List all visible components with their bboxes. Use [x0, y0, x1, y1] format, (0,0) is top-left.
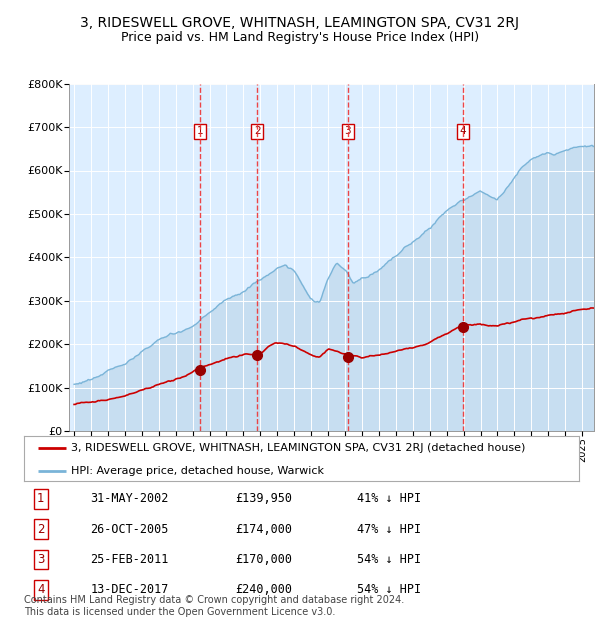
Text: £240,000: £240,000 — [235, 583, 292, 596]
Text: 47% ↓ HPI: 47% ↓ HPI — [357, 523, 421, 536]
Text: 3, RIDESWELL GROVE, WHITNASH, LEAMINGTON SPA, CV31 2RJ (detached house): 3, RIDESWELL GROVE, WHITNASH, LEAMINGTON… — [71, 443, 526, 453]
Text: 3: 3 — [344, 126, 351, 136]
Text: 13-DEC-2017: 13-DEC-2017 — [91, 583, 169, 596]
Text: 25-FEB-2011: 25-FEB-2011 — [91, 553, 169, 566]
Text: 54% ↓ HPI: 54% ↓ HPI — [357, 553, 421, 566]
Text: 2: 2 — [37, 523, 44, 536]
Text: 26-OCT-2005: 26-OCT-2005 — [91, 523, 169, 536]
Text: £170,000: £170,000 — [235, 553, 292, 566]
Text: 31-MAY-2002: 31-MAY-2002 — [91, 492, 169, 505]
Text: 4: 4 — [37, 583, 44, 596]
Text: 2: 2 — [254, 126, 260, 136]
Text: 54% ↓ HPI: 54% ↓ HPI — [357, 583, 421, 596]
Text: 41% ↓ HPI: 41% ↓ HPI — [357, 492, 421, 505]
Text: 3: 3 — [37, 553, 44, 566]
Text: 1: 1 — [196, 126, 203, 136]
Text: 3, RIDESWELL GROVE, WHITNASH, LEAMINGTON SPA, CV31 2RJ: 3, RIDESWELL GROVE, WHITNASH, LEAMINGTON… — [80, 16, 520, 30]
Text: Price paid vs. HM Land Registry's House Price Index (HPI): Price paid vs. HM Land Registry's House … — [121, 31, 479, 44]
Text: £139,950: £139,950 — [235, 492, 292, 505]
Text: £174,000: £174,000 — [235, 523, 292, 536]
Text: HPI: Average price, detached house, Warwick: HPI: Average price, detached house, Warw… — [71, 466, 324, 476]
Text: 4: 4 — [460, 126, 466, 136]
Text: 1: 1 — [37, 492, 44, 505]
Text: Contains HM Land Registry data © Crown copyright and database right 2024.
This d: Contains HM Land Registry data © Crown c… — [24, 595, 404, 617]
